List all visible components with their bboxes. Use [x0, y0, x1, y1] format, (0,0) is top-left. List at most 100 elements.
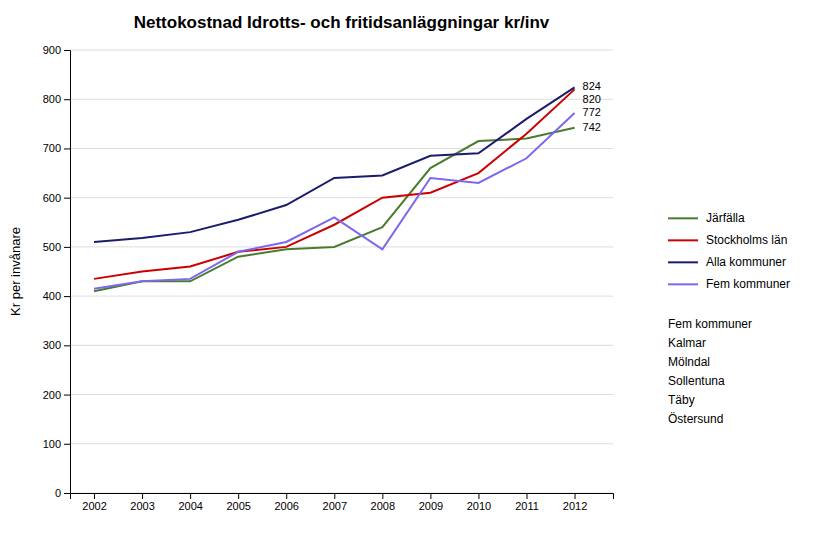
y-tick-label: 900 — [43, 44, 61, 56]
x-tick-label: 2009 — [419, 500, 443, 512]
y-tick-label: 0 — [55, 487, 61, 499]
note: Mölndal — [668, 355, 710, 369]
x-tick-mark — [334, 493, 335, 499]
legend-swatch — [668, 239, 698, 241]
grid — [70, 50, 613, 493]
x-tick-label: 2010 — [467, 500, 491, 512]
x-tick-mark — [190, 493, 191, 499]
y-tick: 300 — [43, 339, 70, 351]
grid-line — [70, 345, 613, 346]
y-tick-mark — [64, 50, 70, 51]
x-tick: 2004 — [178, 493, 202, 512]
note: Kalmar — [668, 336, 706, 350]
y-tick-mark — [64, 296, 70, 297]
x-tick: 2003 — [130, 493, 154, 512]
y-tick-mark — [64, 148, 70, 149]
y-tick-mark — [64, 444, 70, 445]
grid-line — [70, 394, 613, 395]
y-tick-label: 300 — [43, 339, 61, 351]
y-tick: 900 — [43, 44, 70, 56]
x-tick-label: 2012 — [563, 500, 587, 512]
grid-line — [70, 296, 613, 297]
legend-swatch — [668, 283, 698, 285]
grid-line — [70, 99, 613, 100]
legend-label: Stockholms län — [706, 233, 787, 247]
x-tick: 2008 — [371, 493, 395, 512]
note: Sollentuna — [668, 374, 725, 388]
x-tick-label: 2006 — [274, 500, 298, 512]
grid-line — [70, 197, 613, 198]
y-tick-label: 100 — [43, 438, 61, 450]
note: Fem kommuner — [668, 317, 752, 331]
x-axis: 2002 2003 2004 2005 2006 2007 2008 2009 2010 2011… — [71, 493, 614, 512]
y-tick-mark — [64, 493, 70, 494]
x-tick-mark — [286, 493, 287, 499]
chart: 2002 2003 2004 2005 2006 2007 2008 2009 2010 2011… — [0, 0, 833, 533]
y-tick-label: 200 — [43, 389, 61, 401]
x-tick: 2010 — [467, 493, 491, 512]
series-line — [94, 89, 575, 279]
series-group — [94, 87, 575, 291]
note: Täby — [668, 393, 695, 407]
y-tick-label: 600 — [43, 192, 61, 204]
legend-swatch — [668, 261, 698, 263]
y-tick: 0 — [55, 487, 70, 499]
title: Nettokostnad Idrotts- och fritidsanläggn… — [134, 13, 550, 32]
legend: Järfälla Stockholms län Alla kommuner Fem k… — [668, 211, 790, 291]
legend-label: Alla kommuner — [706, 255, 786, 269]
x-tick-mark — [430, 493, 431, 499]
x-tick-mark — [575, 493, 576, 499]
y-tick-mark — [64, 345, 70, 346]
y-tick: 400 — [43, 290, 70, 302]
y-tick: 200 — [43, 389, 70, 401]
x-tick: 2005 — [226, 493, 250, 512]
x-tick-mark — [238, 493, 239, 499]
legend-swatch — [668, 217, 698, 219]
y-tick: 100 — [43, 438, 70, 450]
y-tick: 600 — [43, 192, 70, 204]
end-label: 820 — [583, 93, 601, 105]
y-tick: 500 — [43, 241, 70, 253]
x-tick-label: 2011 — [515, 500, 539, 512]
y-tick-label: 500 — [43, 241, 61, 253]
x-tick-mark — [527, 493, 528, 499]
grid-line — [70, 443, 613, 444]
x-tick: 2006 — [274, 493, 298, 512]
legend-label: Fem kommuner — [706, 277, 790, 291]
x-tick-mark — [94, 493, 95, 499]
x-tick-mark — [478, 493, 479, 499]
end-label: 772 — [583, 106, 601, 118]
x-tick-label: 2004 — [178, 500, 202, 512]
x-tick-label: 2005 — [226, 500, 250, 512]
x-tick: 2002 — [82, 493, 106, 512]
x-tick: 2011 — [515, 493, 539, 512]
x-tick: 2012 — [563, 493, 587, 512]
y-axis-title: Kr per invånare — [8, 227, 23, 316]
y-tick: 800 — [43, 93, 70, 105]
y-tick-mark — [64, 198, 70, 199]
notes: Fem kommuner Kalmar Mölndal Sollentuna Täby Ö… — [668, 317, 752, 426]
end-label: 824 — [583, 80, 601, 92]
y-tick: 700 — [43, 142, 70, 154]
y-tick-mark — [64, 99, 70, 100]
series-line — [94, 113, 575, 289]
legend-label: Järfälla — [706, 211, 745, 225]
grid-line — [70, 246, 613, 247]
x-tick-label: 2007 — [323, 500, 347, 512]
x-tick: 2009 — [419, 493, 443, 512]
x-tick-mark — [142, 493, 143, 499]
end-label: 742 — [583, 121, 601, 133]
y-tick-label: 800 — [43, 93, 61, 105]
x-tick: 2007 — [323, 493, 347, 512]
x-tick-label: 2003 — [130, 500, 154, 512]
y-tick-mark — [64, 395, 70, 396]
note: Östersund — [668, 412, 723, 426]
series-line — [94, 87, 575, 242]
y-tick-label: 700 — [43, 142, 61, 154]
grid-line — [70, 50, 613, 51]
grid-line — [70, 148, 613, 149]
y-axis: 0 100 200 300 400 500 600 700 800 900 — [43, 44, 71, 499]
y-tick-mark — [64, 247, 70, 248]
x-tick-mark — [382, 493, 383, 499]
plot-area: 2002 2003 2004 2005 2006 2007 2008 2009 2010 2011… — [8, 44, 790, 512]
